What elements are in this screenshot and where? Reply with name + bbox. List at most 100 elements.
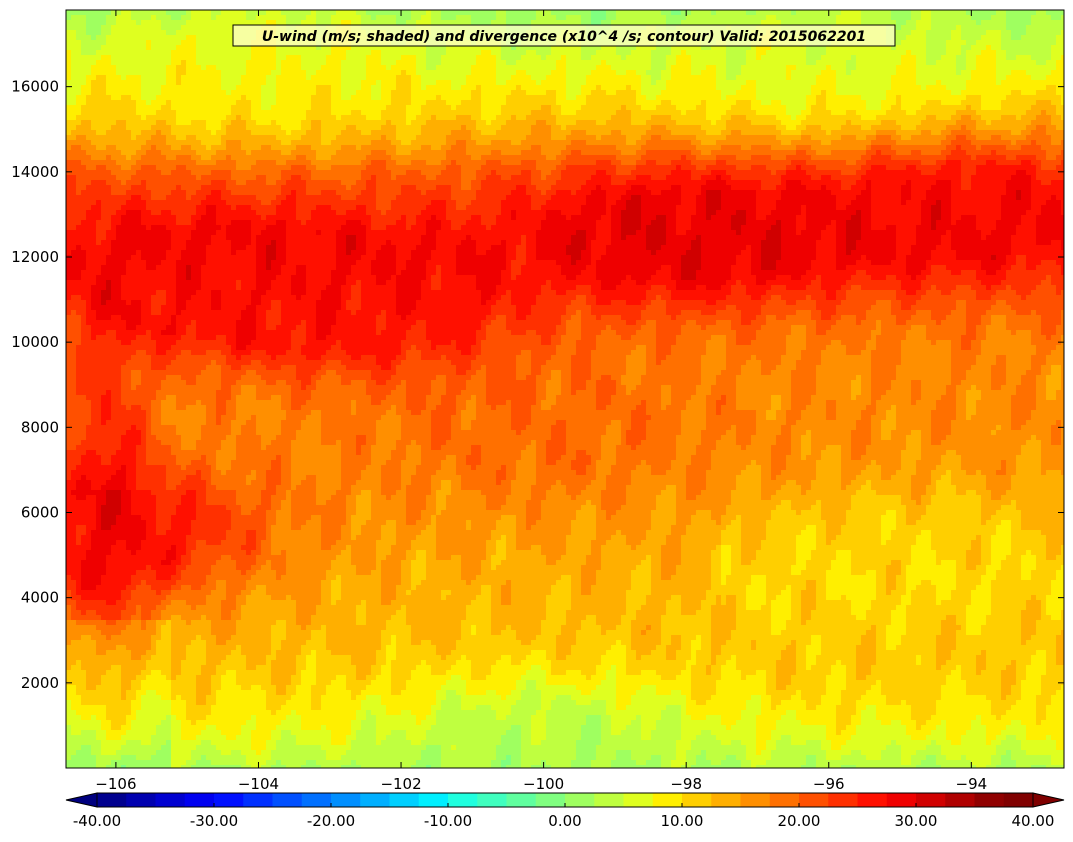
heatmap-cell — [361, 125, 366, 130]
heatmap-cell — [481, 115, 486, 120]
heatmap-cell — [136, 45, 141, 50]
heatmap-cell — [376, 130, 381, 135]
heatmap-cell — [426, 75, 431, 80]
heatmap-cell — [621, 110, 626, 115]
heatmap-cell — [631, 85, 636, 90]
heatmap-cell — [736, 130, 741, 135]
heatmap-cell — [351, 95, 356, 100]
heatmap-cell — [421, 110, 426, 115]
heatmap-cell — [666, 100, 671, 105]
heatmap-cell — [606, 120, 611, 125]
heatmap-cell — [796, 85, 801, 90]
heatmap-cell — [441, 115, 446, 120]
heatmap-cell — [291, 130, 296, 135]
heatmap-cell — [866, 75, 871, 80]
heatmap-cell — [531, 70, 536, 75]
heatmap-cell — [671, 90, 676, 95]
heatmap-cell — [366, 50, 371, 55]
heatmap-cell — [81, 55, 86, 60]
heatmap-cell — [1041, 75, 1046, 80]
heatmap-cell — [436, 100, 441, 105]
heatmap-cell — [546, 90, 551, 95]
heatmap-cell — [166, 65, 171, 70]
heatmap-cell — [261, 120, 266, 125]
heatmap-cell — [521, 80, 526, 85]
heatmap-cell — [816, 10, 821, 15]
heatmap-cell — [686, 95, 691, 100]
heatmap-cell — [711, 50, 716, 55]
heatmap-cell — [1006, 25, 1011, 30]
heatmap-cell — [821, 10, 826, 15]
heatmap-cell — [331, 85, 336, 90]
heatmap-cell — [526, 105, 531, 110]
heatmap-cell — [491, 115, 496, 120]
heatmap-cell — [951, 35, 956, 40]
heatmap-cell — [926, 50, 931, 55]
heatmap-cell — [676, 130, 681, 135]
heatmap-cell — [721, 65, 726, 70]
heatmap-cell — [926, 35, 931, 40]
heatmap-cell — [991, 30, 996, 35]
heatmap-cell — [271, 105, 276, 110]
heatmap-cell — [486, 100, 491, 105]
heatmap-cell — [736, 105, 741, 110]
heatmap-cell — [786, 125, 791, 130]
heatmap-cell — [681, 70, 686, 75]
heatmap-cell — [901, 30, 906, 35]
heatmap-cell — [456, 95, 461, 100]
heatmap-cell — [231, 100, 236, 105]
heatmap-cell — [741, 120, 746, 125]
heatmap-cell — [891, 70, 896, 75]
heatmap-cell — [876, 50, 881, 55]
heatmap-cell — [371, 80, 376, 85]
heatmap-cell — [106, 15, 111, 20]
heatmap-cell — [431, 95, 436, 100]
heatmap-cell — [101, 40, 106, 45]
heatmap-cell — [811, 125, 816, 130]
heatmap-cell — [771, 10, 776, 15]
heatmap-cell — [996, 120, 1001, 125]
heatmap-cell — [641, 90, 646, 95]
heatmap-cell — [601, 80, 606, 85]
heatmap-cell — [696, 70, 701, 75]
heatmap-cell — [1006, 115, 1011, 120]
heatmap-cell — [491, 65, 496, 70]
heatmap-cell — [181, 95, 186, 100]
heatmap-cell — [1011, 65, 1016, 70]
heatmap-cell — [106, 70, 111, 75]
heatmap-cell — [541, 100, 546, 105]
heatmap-cell — [916, 65, 921, 70]
heatmap-cell — [896, 60, 901, 65]
heatmap-cell — [621, 125, 626, 130]
heatmap-cell — [306, 70, 311, 75]
heatmap-cell — [536, 70, 541, 75]
heatmap-cell — [121, 80, 126, 85]
heatmap-cell — [871, 85, 876, 90]
heatmap-cell — [691, 65, 696, 70]
heatmap-cell — [111, 55, 116, 60]
heatmap-cell — [896, 90, 901, 95]
heatmap-cell — [356, 15, 361, 20]
heatmap-cell — [176, 90, 181, 95]
heatmap-cell — [711, 60, 716, 65]
heatmap-cell — [376, 15, 381, 20]
heatmap-cell — [131, 55, 136, 60]
heatmap-cell — [226, 120, 231, 125]
heatmap-cell — [141, 105, 146, 110]
heatmap-cell — [376, 55, 381, 60]
heatmap-cell — [711, 85, 716, 90]
heatmap-cell — [101, 100, 106, 105]
heatmap-cell — [1011, 55, 1016, 60]
heatmap-cell — [551, 50, 556, 55]
heatmap-cell — [151, 115, 156, 120]
heatmap-cell — [231, 75, 236, 80]
heatmap-cell — [671, 80, 676, 85]
heatmap-cell — [811, 75, 816, 80]
heatmap-cell — [1046, 50, 1051, 55]
heatmap-cell — [771, 85, 776, 90]
heatmap-cell — [371, 10, 376, 15]
heatmap-cell — [571, 125, 576, 130]
heatmap-cell — [776, 90, 781, 95]
heatmap-cell — [1051, 60, 1056, 65]
heatmap-cell — [421, 50, 426, 55]
